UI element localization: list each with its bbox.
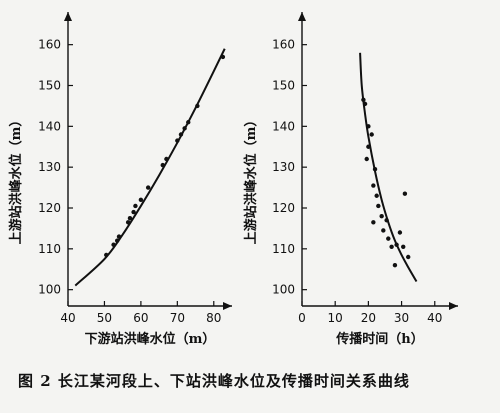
left-x-axis-arrow: [223, 302, 232, 310]
right-data-point: [394, 242, 399, 247]
left-y-tick-label: 140: [38, 119, 61, 133]
left-y-tick-label: 150: [38, 79, 61, 93]
left-data-point: [164, 156, 169, 162]
right-x-axis-label: 传播时间（h）: [335, 331, 423, 347]
right-x-axis-arrow: [449, 302, 458, 310]
right-x-tick-label: 10: [328, 311, 343, 325]
left-y-tick-label: 120: [38, 201, 61, 215]
right-data-point: [379, 213, 384, 219]
right-x-tick-label: 30: [394, 311, 409, 325]
right-data-point: [366, 144, 371, 149]
right-data-point: [402, 191, 408, 196]
right-data-point: [366, 124, 371, 129]
right-data-point: [397, 230, 403, 235]
right-data-point: [364, 156, 369, 162]
left-data-point: [111, 242, 116, 247]
left-x-tick-label: 60: [133, 311, 148, 325]
right-y-axis-label: 上游站洪峰水位（m）: [243, 114, 259, 245]
left-y-tick-label: 100: [38, 283, 61, 297]
left-y-axis-arrow: [64, 12, 72, 21]
right-data-point: [361, 97, 366, 102]
figure-caption: 图 2 长江某河段上、下站洪峰水位及传播时间关系曲线: [18, 372, 410, 390]
right-x-tick-label: 20: [361, 311, 376, 325]
right-data-point: [406, 254, 411, 260]
left-x-tick-label: 80: [206, 311, 221, 325]
left-x-tick-label: 40: [60, 311, 75, 325]
left-data-point: [125, 220, 131, 225]
right-x-tick-label: 0: [298, 311, 306, 325]
left-data-point: [133, 203, 138, 209]
left-fit-curve: [74, 48, 226, 287]
left-data-point: [195, 103, 200, 109]
right-data-point: [374, 193, 379, 198]
right-data-point: [389, 244, 394, 249]
right-data-point: [401, 244, 406, 249]
left-data-point: [145, 185, 151, 190]
left-x-tick-label: 50: [97, 311, 112, 325]
right-y-axis-arrow: [298, 12, 306, 21]
left-data-point: [182, 126, 187, 131]
right-data-point: [381, 228, 386, 233]
right-data-point: [372, 167, 378, 172]
right-chart-panel: 100 110 120 130 140 150 160 0 10 20 30 40 传播时间（h） 上游站…: [243, 12, 458, 347]
left-y-tick-label: 160: [38, 38, 61, 52]
left-data-point: [175, 138, 180, 143]
right-y-tick-label: 140: [272, 119, 295, 133]
left-data-point: [115, 238, 120, 243]
left-x-tick-label: 70: [170, 311, 185, 325]
left-chart-panel: 100 110 120 130 140 150 160 40 50 60 70 80 下游站洪峰水位（m…: [8, 12, 232, 347]
right-data-point: [369, 132, 374, 137]
left-data-point: [116, 234, 122, 239]
left-x-axis-label: 下游站洪峰水位（m）: [85, 331, 216, 347]
right-data-point: [371, 220, 376, 225]
right-y-tick-label: 160: [272, 38, 295, 52]
right-fit-curve: [359, 52, 418, 283]
left-y-tick-label: 130: [38, 160, 61, 174]
right-data-point: [376, 203, 381, 209]
left-data-point: [186, 120, 191, 125]
left-data-point: [131, 209, 136, 215]
right-data-point: [392, 262, 398, 268]
left-data-point: [104, 252, 109, 258]
right-y-tick-label: 100: [272, 283, 295, 297]
left-y-axis-label: 上游站洪峰水位（m）: [8, 114, 24, 245]
right-y-tick-label: 150: [272, 79, 295, 93]
right-data-point: [386, 236, 391, 241]
right-y-tick-label: 120: [272, 201, 295, 215]
left-data-point: [178, 132, 184, 137]
left-data-point: [127, 216, 133, 221]
right-data-point: [371, 183, 376, 188]
right-data-point: [362, 101, 368, 107]
right-data-point: [384, 218, 389, 223]
right-y-tick-label: 130: [272, 160, 295, 174]
right-x-tick-label: 40: [427, 311, 442, 325]
left-y-tick-label: 110: [38, 242, 61, 256]
right-y-tick-label: 110: [272, 242, 295, 256]
left-data-point: [160, 162, 165, 168]
left-data-point: [138, 197, 144, 203]
left-data-point: [220, 54, 226, 60]
